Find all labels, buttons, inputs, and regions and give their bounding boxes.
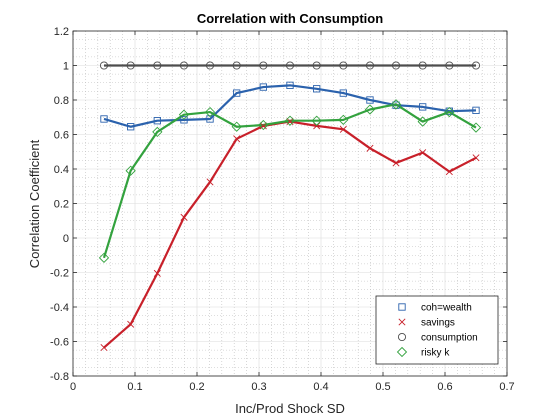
data-point-consumption <box>471 61 481 70</box>
data-point-savings <box>366 144 374 152</box>
legend-label: savings <box>421 318 455 329</box>
x-tick-label: 0.2 <box>189 381 204 393</box>
y-tick-label: 1.2 <box>54 26 69 38</box>
data-point-consumption <box>232 61 241 70</box>
data-point-coh-wealth <box>180 116 188 124</box>
data-point-risky-k <box>231 121 242 132</box>
data-point-risky-k <box>338 114 349 125</box>
y-axis-ticks: -0.8 -0.6 -0.4 -0.2 0 0.2 0.4 0.6 0.8 1 1.2 <box>50 26 507 383</box>
data-point-risky-k <box>390 99 402 110</box>
x-tick-label: 0.4 <box>313 381 328 393</box>
data-point-coh-wealth <box>233 89 241 97</box>
y-tick-label: 0 <box>63 233 69 245</box>
data-point-consumption <box>285 61 295 70</box>
x-tick-label: 0.5 <box>375 381 390 393</box>
data-point-risky-k <box>98 252 110 263</box>
data-point-risky-k <box>204 106 216 118</box>
data-point-consumption <box>339 61 348 70</box>
data-point-savings <box>392 159 400 167</box>
legend-item: consumption <box>397 332 478 344</box>
data-point-risky-k <box>125 165 136 176</box>
series-markers <box>98 61 482 352</box>
x-tick-label: 0.7 <box>499 381 514 393</box>
legend-item: coh=wealth <box>398 303 472 314</box>
data-point-coh-wealth <box>339 89 347 97</box>
y-tick-label: -0.6 <box>50 337 69 349</box>
legend-marker <box>398 303 406 311</box>
data-point-savings <box>313 122 321 130</box>
data-point-coh-wealth <box>286 81 294 89</box>
y-tick-label: -0.2 <box>50 268 69 280</box>
data-point-consumption <box>259 61 268 70</box>
x-tick-label: 0.3 <box>251 381 266 393</box>
x-axis-label: Inc/Prod Shock SD <box>235 401 345 416</box>
data-point-coh-wealth <box>127 123 135 131</box>
data-point-risky-k <box>364 104 376 115</box>
data-point-consumption <box>126 61 135 70</box>
legend-label: consumption <box>421 333 478 344</box>
series-line-coh-wealth <box>103 84 477 128</box>
x-axis-ticks: 0 0.1 0.2 0.3 0.4 0.5 0.6 0.7 <box>70 31 515 393</box>
data-point-consumption <box>179 61 189 70</box>
data-point-consumption <box>418 61 427 70</box>
x-tick-label: 0 <box>70 381 76 393</box>
legend-label: risky k <box>421 348 450 359</box>
series-line-risky-k <box>102 103 477 259</box>
data-point-savings <box>445 168 453 176</box>
data-point-savings <box>153 269 161 277</box>
data-point-savings <box>339 125 347 133</box>
y-tick-label: 0.4 <box>54 164 69 176</box>
data-point-coh-wealth <box>366 96 374 104</box>
data-point-consumption <box>445 61 454 70</box>
legend-marker <box>397 332 407 342</box>
data-point-risky-k <box>178 109 190 120</box>
data-point-coh-wealth <box>153 117 161 125</box>
y-tick-label: -0.8 <box>50 371 69 383</box>
data-point-savings <box>100 344 108 352</box>
legend-item: risky k <box>396 346 450 359</box>
x-tick-label: 0.6 <box>437 381 452 393</box>
data-point-consumption <box>205 61 215 70</box>
data-point-coh-wealth <box>472 106 480 115</box>
data-point-coh-wealth <box>313 85 321 93</box>
data-point-savings <box>180 213 188 221</box>
legend-item: savings <box>398 318 455 329</box>
data-point-risky-k <box>258 119 269 131</box>
data-point-consumption <box>391 61 401 70</box>
y-tick-label: -0.4 <box>50 302 69 314</box>
series-lines <box>102 64 477 349</box>
data-point-savings <box>472 154 480 162</box>
data-point-savings <box>206 178 214 186</box>
legend: coh=wealth savings consumption risky k <box>375 295 499 365</box>
chart-title: Correlation with Consumption <box>197 11 383 26</box>
data-point-coh-wealth <box>259 83 267 91</box>
data-point-consumption <box>99 61 109 70</box>
data-point-coh-wealth <box>206 115 214 123</box>
y-tick-label: 0.6 <box>54 130 69 142</box>
data-point-coh-wealth <box>419 103 427 111</box>
y-tick-label: 0.8 <box>54 95 69 107</box>
data-point-savings <box>233 135 241 143</box>
data-point-risky-k <box>444 106 455 118</box>
y-tick-label: 0.2 <box>54 199 69 211</box>
data-point-consumption <box>153 61 162 70</box>
y-axis-label: Correlation Coefficient <box>27 139 42 268</box>
legend-marker <box>396 346 408 358</box>
data-point-coh-wealth <box>100 115 108 123</box>
legend-marker <box>398 318 406 326</box>
data-point-risky-k <box>311 115 322 126</box>
data-point-consumption <box>312 61 321 70</box>
x-tick-label: 0.1 <box>127 381 142 393</box>
data-point-savings <box>127 320 135 328</box>
y-tick-label: 1 <box>63 61 69 73</box>
data-point-risky-k <box>284 115 296 126</box>
legend-box <box>375 295 499 365</box>
legend-label: coh=wealth <box>421 303 472 314</box>
data-point-risky-k <box>152 126 163 138</box>
data-point-risky-k <box>417 116 428 127</box>
data-point-consumption <box>365 61 375 70</box>
data-point-savings <box>419 149 427 157</box>
data-point-risky-k <box>470 122 482 133</box>
